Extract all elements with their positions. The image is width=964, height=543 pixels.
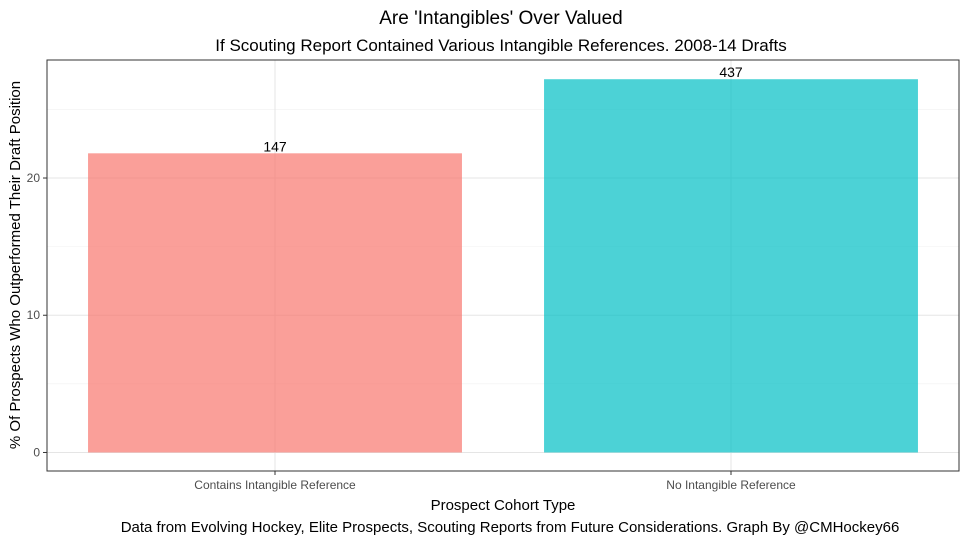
bar-data-label: 437 [719,64,743,80]
y-tick-label: 10 [27,308,41,322]
y-tick-label: 0 [33,445,40,459]
bar-2 [544,79,918,453]
x-tick-label: No Intangible Reference [666,478,796,492]
x-axis-title: Prospect Cohort Type [431,497,576,514]
chart-subtitle: If Scouting Report Contained Various Int… [215,36,786,55]
caption: Data from Evolving Hockey, Elite Prospec… [121,519,900,536]
y-axis-title: % Of Prospects Who Outperformed Their Dr… [7,81,24,449]
data-labels: 147 437 [263,64,743,154]
y-tick-label: 20 [27,171,41,185]
x-tick-label: Contains Intangible Reference [194,478,356,492]
y-axis: 0 10 20 [27,171,47,459]
chart-title: Are 'Intangibles' Over Valued [379,8,622,29]
bar-data-label: 147 [263,138,287,154]
panel-border [46,59,960,472]
bar-1 [88,153,462,453]
x-axis: Contains Intangible Reference No Intangib… [194,471,796,492]
bars [88,79,918,453]
